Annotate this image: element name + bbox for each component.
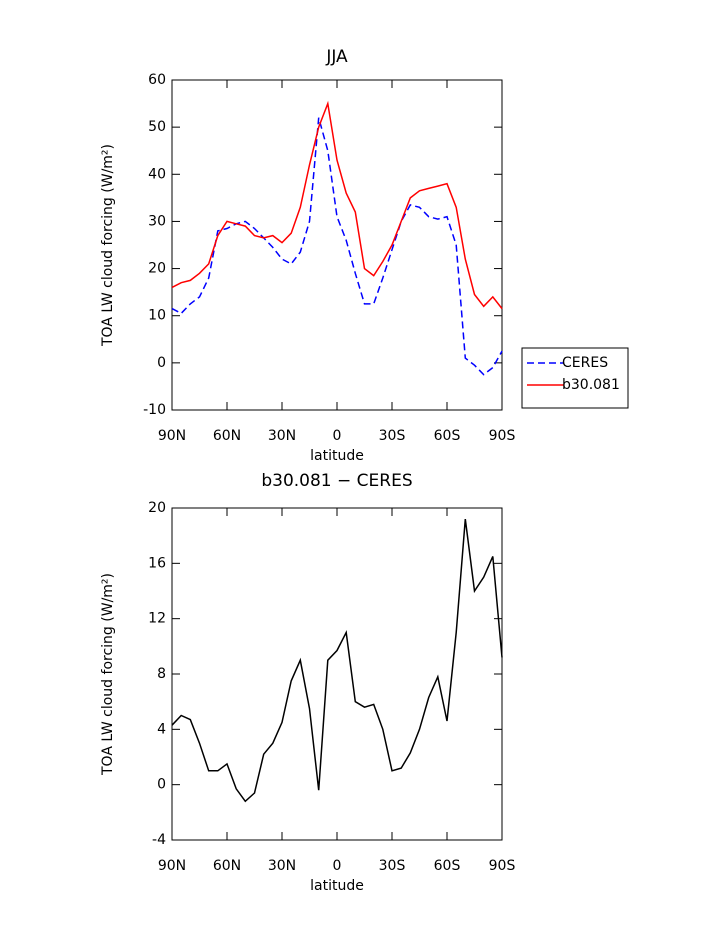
x-tick-label: 90S bbox=[489, 428, 516, 444]
y-tick-label: 30 bbox=[148, 213, 166, 229]
plot-frame bbox=[171, 79, 503, 411]
y-tick-label: 60 bbox=[148, 72, 166, 88]
legend-label: CERES bbox=[562, 355, 608, 371]
y-tick-label: 50 bbox=[148, 119, 166, 135]
y-tick-label: 0 bbox=[157, 355, 166, 371]
y-tick-label: 8 bbox=[157, 666, 166, 682]
y-axis-label: TOA LW cloud forcing (W/m²) bbox=[100, 573, 116, 776]
legend-label: b30.081 bbox=[562, 377, 620, 393]
x-tick-label: 0 bbox=[333, 428, 342, 444]
y-tick-label: 12 bbox=[148, 611, 166, 627]
x-tick-label: 90N bbox=[158, 858, 186, 874]
y-tick-label: 4 bbox=[157, 721, 166, 737]
data-line bbox=[171, 519, 503, 803]
x-tick-label: 60S bbox=[434, 428, 461, 444]
x-tick-label: 90S bbox=[489, 858, 516, 874]
y-tick-label: -4 bbox=[152, 832, 166, 848]
x-axis-label: latitude bbox=[310, 878, 364, 894]
chart-title: b30.081 − CERES bbox=[261, 471, 412, 491]
y-tick-label: 20 bbox=[148, 500, 166, 516]
x-tick-label: 30N bbox=[268, 858, 296, 874]
y-tick-label: 0 bbox=[157, 777, 166, 793]
x-tick-label: 60N bbox=[213, 428, 241, 444]
x-axis-label: latitude bbox=[310, 448, 364, 464]
x-tick-label: 0 bbox=[333, 858, 342, 874]
y-axis-label: TOA LW cloud forcing (W/m²) bbox=[100, 144, 116, 347]
chart-title: JJA bbox=[325, 47, 348, 67]
y-tick-label: 10 bbox=[148, 308, 166, 324]
x-tick-label: 30S bbox=[379, 428, 406, 444]
y-tick-label: 20 bbox=[148, 261, 166, 277]
y-tick-label: 40 bbox=[148, 166, 166, 182]
data-line bbox=[171, 117, 503, 376]
x-tick-label: 90N bbox=[158, 428, 186, 444]
x-tick-label: 30S bbox=[379, 858, 406, 874]
x-tick-label: 60S bbox=[434, 858, 461, 874]
y-tick-label: -10 bbox=[143, 402, 166, 418]
data-line bbox=[171, 100, 503, 310]
legend-box bbox=[521, 347, 629, 409]
x-tick-label: 30N bbox=[268, 428, 296, 444]
x-tick-label: 60N bbox=[213, 858, 241, 874]
y-tick-label: 16 bbox=[148, 555, 166, 571]
